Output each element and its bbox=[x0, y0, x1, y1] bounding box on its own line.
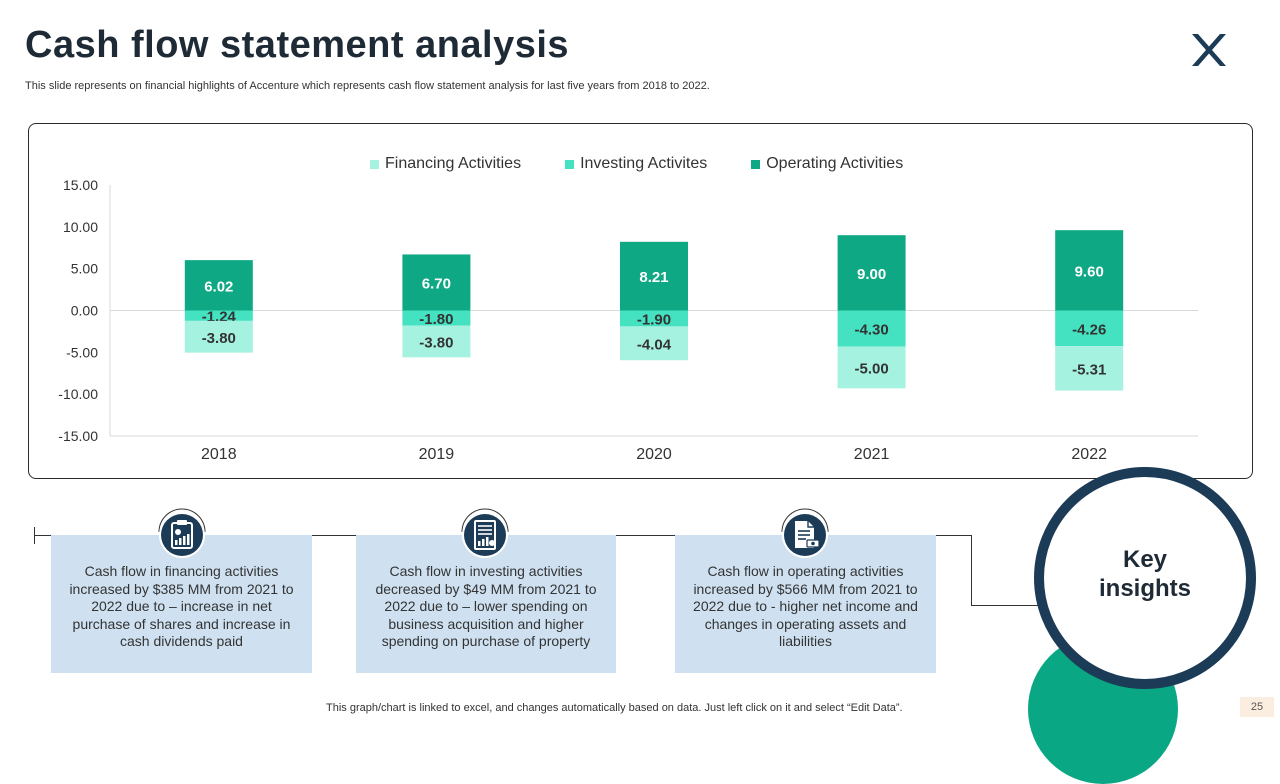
y-tick-label: 10.00 bbox=[63, 219, 98, 235]
bar-investing-2020 bbox=[620, 310, 688, 327]
key-insights-line2: insights bbox=[1098, 575, 1191, 602]
close-icon[interactable] bbox=[1188, 30, 1228, 70]
data-label: 8.21 bbox=[639, 269, 668, 286]
bar-operating-2019 bbox=[402, 254, 471, 311]
legend-label-financing: Financing Activities bbox=[385, 155, 522, 172]
data-label: -1.90 bbox=[637, 311, 671, 328]
data-label: 6.70 bbox=[422, 275, 451, 292]
legend-item-financing: Financing Activities bbox=[370, 155, 521, 173]
x-tick-label: 2022 bbox=[1071, 446, 1107, 463]
data-label: 9.60 bbox=[1075, 263, 1104, 280]
y-tick-label: 0.00 bbox=[71, 303, 98, 319]
y-tick-label: -10.00 bbox=[58, 386, 98, 402]
chart-legend: Financing Activities Investing Activites… bbox=[370, 155, 903, 173]
y-tick-label: -5.00 bbox=[66, 344, 98, 360]
legend-swatch-financing bbox=[370, 159, 379, 169]
bar-financing-2022 bbox=[1055, 346, 1124, 391]
page-title: Cash flow statement analysis bbox=[25, 24, 570, 66]
bar-financing-2021 bbox=[837, 346, 906, 389]
x-tick-label: 2018 bbox=[201, 446, 237, 463]
page-number: 25 bbox=[1240, 697, 1274, 717]
legend-item-investing: Investing Activites bbox=[565, 155, 707, 173]
page-subtitle: This slide represents on financial highl… bbox=[25, 80, 710, 92]
insight-text-investing: Cash flow in investing activities decrea… bbox=[375, 563, 597, 650]
insight-text-operating: Cash flow in operating activities increa… bbox=[693, 563, 918, 650]
y-tick-label: -15.00 bbox=[58, 428, 98, 444]
bar-investing-2019 bbox=[402, 310, 471, 326]
stacked-bar-chart[interactable]: 15.00 10.00 5.00 0.00 -5.00 -10.00 -15.00 6.02 -… bbox=[0, 0, 1280, 720]
bar-operating-2022 bbox=[1055, 230, 1124, 311]
data-label: -5.31 bbox=[1072, 361, 1106, 378]
legend-item-operating: Operating Activities bbox=[751, 155, 903, 173]
chart-frame bbox=[28, 123, 1253, 479]
legend-label-operating: Operating Activities bbox=[766, 155, 904, 172]
document-money-icon bbox=[781, 508, 829, 558]
data-label: 6.02 bbox=[204, 278, 233, 295]
footer-note: This graph/chart is linked to excel, and… bbox=[326, 702, 903, 714]
bar-operating-2021 bbox=[837, 235, 906, 311]
bar-financing-2018 bbox=[184, 320, 253, 353]
x-tick-label: 2021 bbox=[854, 446, 890, 463]
insight-card-financing: Cash flow in financing activities increa… bbox=[51, 535, 312, 673]
bar-operating-2018 bbox=[184, 260, 253, 311]
data-label: -5.00 bbox=[854, 360, 888, 377]
legend-swatch-investing bbox=[565, 159, 575, 169]
y-tick-label: 15.00 bbox=[63, 177, 98, 193]
timeline-connector-horizontal bbox=[971, 605, 1041, 606]
data-label: -3.80 bbox=[202, 330, 236, 347]
key-insights-ring bbox=[1034, 467, 1256, 689]
data-label: -1.80 bbox=[419, 311, 453, 328]
key-insights-label: Key insights bbox=[1034, 545, 1256, 603]
data-label: -4.30 bbox=[854, 321, 888, 338]
key-insights-line1: Key bbox=[1122, 546, 1168, 573]
report-chart-icon bbox=[461, 508, 509, 558]
y-tick-label: 5.00 bbox=[71, 261, 98, 277]
legend-label-investing: Investing Activites bbox=[580, 155, 708, 172]
timeline-connector-vertical bbox=[971, 535, 972, 605]
bar-financing-2019 bbox=[402, 325, 471, 358]
x-tick-label: 2020 bbox=[636, 446, 672, 463]
legend-swatch-operating bbox=[751, 159, 761, 169]
bar-investing-2021 bbox=[837, 310, 906, 347]
bar-operating-2020 bbox=[620, 241, 688, 311]
bar-investing-2022 bbox=[1055, 310, 1124, 347]
insight-card-operating: Cash flow in operating activities increa… bbox=[675, 535, 936, 673]
data-label: -4.04 bbox=[637, 336, 672, 353]
bar-financing-2020 bbox=[620, 326, 688, 361]
insight-text-financing: Cash flow in financing activities increa… bbox=[69, 563, 294, 650]
bar-investing-2018 bbox=[184, 310, 253, 321]
insight-card-investing: Cash flow in investing activities decrea… bbox=[356, 535, 616, 673]
data-label: 9.00 bbox=[857, 266, 886, 283]
data-label: -4.26 bbox=[1072, 321, 1106, 338]
x-tick-label: 2019 bbox=[419, 446, 455, 463]
timeline-start-tick bbox=[34, 527, 35, 544]
data-label: -3.80 bbox=[419, 334, 453, 351]
clipboard-chart-icon bbox=[158, 508, 206, 558]
